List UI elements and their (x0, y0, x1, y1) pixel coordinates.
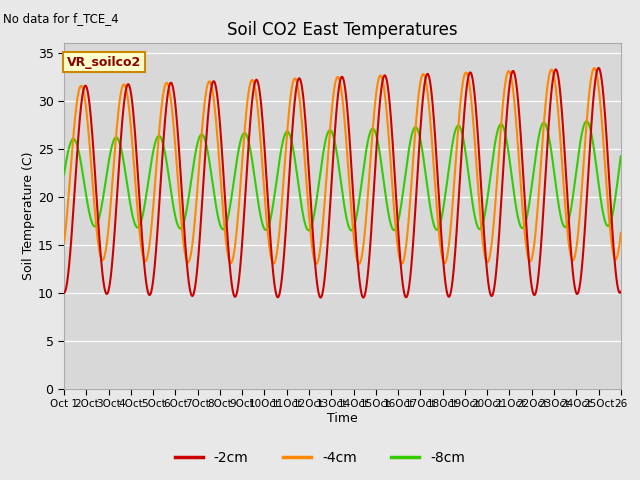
X-axis label: Time: Time (327, 412, 358, 425)
Text: VR_soilco2: VR_soilco2 (67, 56, 141, 69)
Title: Soil CO2 East Temperatures: Soil CO2 East Temperatures (227, 21, 458, 39)
Y-axis label: Soil Temperature (C): Soil Temperature (C) (22, 152, 35, 280)
Text: No data for f_TCE_4: No data for f_TCE_4 (3, 12, 119, 25)
Legend: -2cm, -4cm, -8cm: -2cm, -4cm, -8cm (169, 445, 471, 471)
